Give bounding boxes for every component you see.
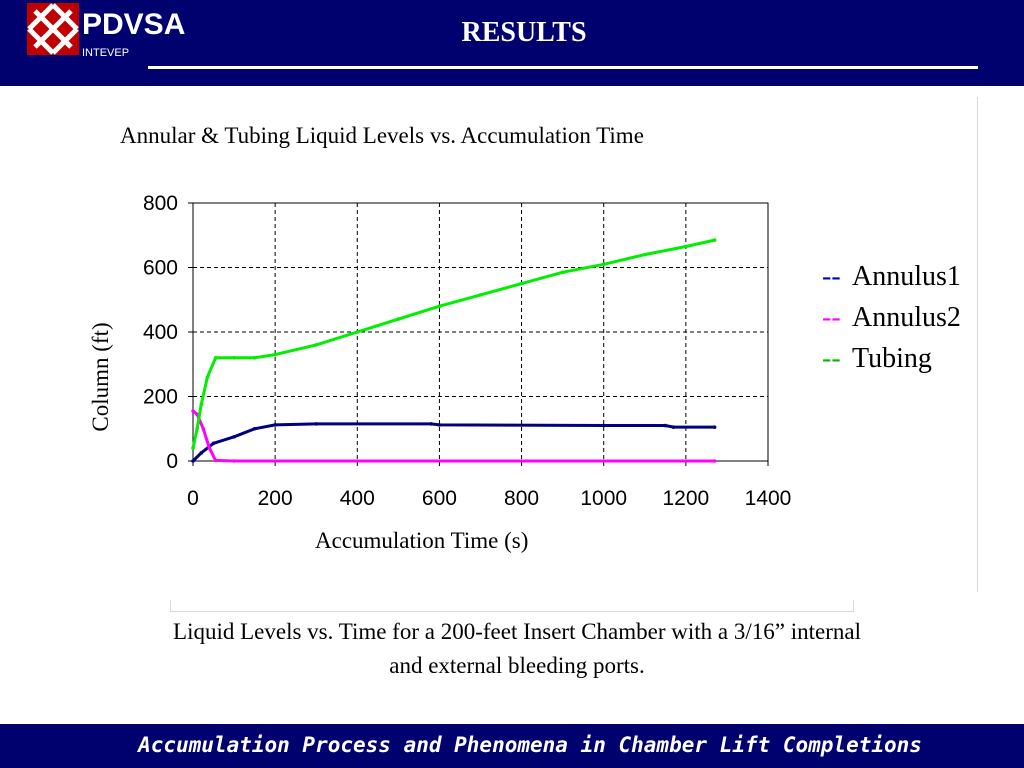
y-tick-label: 200 bbox=[143, 386, 178, 409]
data-point-tubing bbox=[437, 304, 442, 309]
caption-line-1: Liquid Levels vs. Time for a 200-feet In… bbox=[173, 619, 861, 644]
slide-header: PDVSA INTEVEP RESULTS bbox=[0, 0, 1024, 86]
legend-label-annulus2: Annulus2 bbox=[852, 302, 961, 333]
data-point-tubing bbox=[355, 330, 360, 334]
legend-item-annulus1: -- Annulus1 bbox=[822, 256, 961, 297]
slide-footer: Accumulation Process and Phenomena in Ch… bbox=[0, 724, 1024, 768]
legend-label-tubing: Tubing bbox=[852, 343, 932, 374]
figure-caption: Liquid Levels vs. Time for a 200-feet In… bbox=[60, 615, 974, 683]
data-point-tubing bbox=[601, 262, 606, 267]
data-point-tubing bbox=[273, 352, 277, 357]
data-point-tubing bbox=[252, 356, 257, 360]
data-point-tubing bbox=[560, 270, 565, 275]
x-tick-label: 1400 bbox=[745, 487, 792, 510]
x-tick-label: 0 bbox=[187, 487, 199, 510]
series-line-annulus1 bbox=[191, 422, 715, 463]
data-point-tubing bbox=[519, 281, 524, 286]
footer-title: Accumulation Process and Phenomena in Ch… bbox=[138, 733, 922, 757]
data-point-tubing bbox=[478, 293, 483, 297]
data-point-tubing bbox=[684, 244, 688, 249]
data-point-annulus2 bbox=[191, 409, 195, 413]
data-point-annulus1 bbox=[314, 422, 319, 426]
data-point-annulus1 bbox=[429, 422, 434, 426]
frame-line-bottom bbox=[170, 611, 854, 612]
data-point-tubing bbox=[199, 402, 204, 407]
data-point-annulus1 bbox=[252, 426, 257, 431]
data-point-annulus1 bbox=[232, 435, 236, 439]
chart-legend: -- Annulus1 -- Annulus2 -- Tubing bbox=[822, 256, 961, 379]
legend-marker-tubing: -- bbox=[822, 343, 841, 374]
x-tick-label: 400 bbox=[340, 487, 375, 510]
legend-marker-annulus2: -- bbox=[822, 302, 841, 333]
data-point-tubing bbox=[642, 252, 647, 257]
pdvsa-logo-icon bbox=[27, 3, 79, 55]
x-tick-label: 200 bbox=[258, 487, 293, 510]
data-point-annulus1 bbox=[191, 459, 195, 463]
frame-corner-right bbox=[853, 600, 854, 612]
slide-title: RESULTS bbox=[461, 17, 587, 48]
x-axis-label: Accumulation Time (s) bbox=[315, 528, 529, 553]
y-tick-label: 600 bbox=[143, 257, 178, 280]
y-axis-label: Column (ft) bbox=[88, 322, 113, 432]
frame-corner-left bbox=[170, 600, 171, 612]
data-point-annulus2 bbox=[712, 459, 717, 463]
data-point-annulus1 bbox=[601, 423, 606, 428]
frame-line-right bbox=[977, 97, 978, 592]
data-point-annulus1 bbox=[437, 423, 442, 427]
legend-label-annulus1: Annulus1 bbox=[852, 261, 961, 292]
data-point-tubing bbox=[232, 356, 236, 360]
data-point-annulus1 bbox=[273, 423, 277, 427]
logo-subtitle: INTEVEP bbox=[82, 47, 130, 59]
data-point-annulus1 bbox=[199, 451, 204, 455]
data-point-annulus2 bbox=[232, 459, 236, 463]
data-point-tubing bbox=[213, 356, 218, 360]
logo-name: PDVSA bbox=[82, 8, 186, 41]
data-point-annulus2 bbox=[207, 446, 212, 450]
data-point-annulus2 bbox=[213, 458, 218, 463]
x-tick-label: 1200 bbox=[662, 487, 709, 510]
data-point-annulus1 bbox=[663, 423, 668, 428]
data-point-tubing bbox=[314, 343, 319, 347]
chart-title: Annular & Tubing Liquid Levels vs. Accum… bbox=[120, 123, 644, 148]
x-tick-label: 800 bbox=[504, 487, 539, 510]
caption-line-2: and external bleeding ports. bbox=[389, 653, 645, 678]
legend-item-annulus2: -- Annulus2 bbox=[822, 297, 961, 338]
y-tick-label: 0 bbox=[166, 450, 178, 473]
data-point-tubing bbox=[195, 426, 199, 431]
data-point-annulus2 bbox=[201, 426, 206, 431]
y-tick-label: 400 bbox=[143, 321, 178, 344]
x-tick-label: 1000 bbox=[580, 487, 627, 510]
data-point-annulus1 bbox=[712, 425, 717, 429]
series-line-annulus2 bbox=[192, 409, 715, 463]
data-point-annulus1 bbox=[211, 441, 216, 446]
data-point-tubing bbox=[191, 446, 195, 450]
legend-marker-annulus1: -- bbox=[822, 261, 841, 292]
data-point-annulus1 bbox=[671, 425, 676, 429]
legend-item-tubing: -- Tubing bbox=[822, 338, 961, 379]
data-point-tubing bbox=[205, 375, 210, 379]
y-tick-label: 800 bbox=[143, 192, 178, 215]
data-point-tubing bbox=[396, 317, 401, 321]
title-divider bbox=[148, 66, 978, 69]
data-point-tubing bbox=[712, 238, 717, 242]
series-line-tubing bbox=[191, 238, 715, 449]
x-tick-label: 600 bbox=[422, 487, 457, 510]
